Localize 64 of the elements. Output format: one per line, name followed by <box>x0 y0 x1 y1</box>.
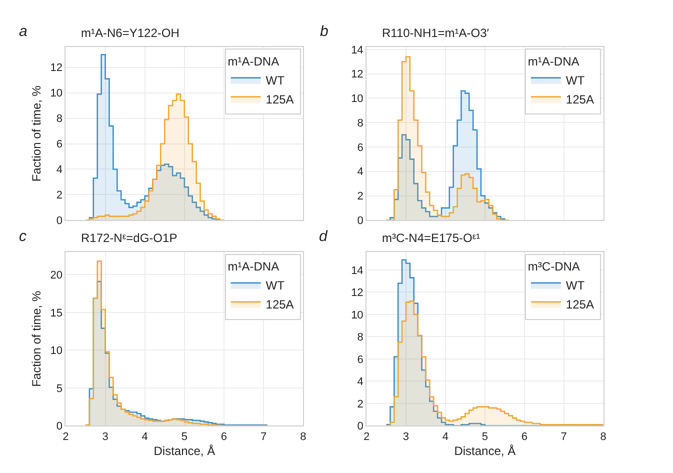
y-tick-label: 15 <box>50 307 62 320</box>
text: b <box>320 23 328 40</box>
x-tick-label: 8 <box>600 430 606 443</box>
text: c <box>19 228 27 245</box>
legend-label: WT <box>266 278 286 293</box>
y-tick-label: 6 <box>357 142 364 154</box>
y-tick-label: 8 <box>357 117 364 130</box>
y-tick-label: 12 <box>351 287 364 300</box>
x-tick-label: 7 <box>560 430 567 443</box>
legend-label: 125A <box>266 298 294 312</box>
y-tick-label: 10 <box>351 93 364 106</box>
x-tick-label: 8 <box>300 430 306 443</box>
y-tick-label: 0 <box>56 214 62 227</box>
y-axis-title: Faction of time, % <box>30 290 44 387</box>
chart-title: m¹A-N6=Y122-OH <box>81 26 180 40</box>
x-tick-label: 4 <box>142 430 148 443</box>
x-tick-label: 7 <box>260 430 267 443</box>
legend-title: m¹A-DNA <box>528 54 580 68</box>
y-tick-label: 4 <box>357 166 364 178</box>
y-tick-label: 4 <box>357 376 364 388</box>
text: a <box>19 23 28 40</box>
x-tick-label: 3 <box>402 430 410 443</box>
y-tick-label: 0 <box>357 420 364 433</box>
legend-label: 125A <box>566 298 594 312</box>
y-tick-label: 4 <box>56 164 62 176</box>
x-tick-label: 4 <box>442 430 449 443</box>
legend-label: 125A <box>566 92 594 106</box>
x-tick-label: 5 <box>181 430 188 443</box>
y-tick-label: 10 <box>351 309 364 322</box>
chart-title: R110-NH1=m¹A-O3′ <box>382 26 490 40</box>
y-tick-label: 8 <box>357 332 364 344</box>
legend-title: m¹A-DNA <box>228 259 280 274</box>
chart-title: R172-Nᵋ=dG-O1P <box>81 231 178 245</box>
y-tick-label: 20 <box>50 270 62 282</box>
y-axis-title: Faction of time, % <box>30 85 44 182</box>
legend-label: WT <box>566 278 586 293</box>
y-tick-label: 12 <box>50 62 62 74</box>
x-tick-label: 5 <box>482 430 488 443</box>
y-tick-label: 0 <box>357 214 364 227</box>
y-tick-label: 0 <box>56 420 62 433</box>
x-tick-label: 6 <box>521 430 528 443</box>
y-tick-label: 8 <box>56 113 62 126</box>
y-tick-label: 5 <box>56 382 62 395</box>
y-tick-label: 2 <box>357 190 364 203</box>
y-tick-label: 12 <box>351 68 364 81</box>
legend-title: m³C-DNA <box>528 259 580 274</box>
legend-label: WT <box>266 73 286 88</box>
legend-label: WT <box>566 73 586 88</box>
x-tick-label: 3 <box>102 430 108 443</box>
y-tick-label: 10 <box>50 345 62 358</box>
text: d <box>319 228 328 245</box>
legend-title: m¹A-DNA <box>228 54 280 68</box>
x-axis-title: Distance, Å <box>154 444 216 458</box>
y-tick-label: 6 <box>357 354 364 366</box>
y-tick-label: 2 <box>357 398 364 410</box>
x-tick-label: 6 <box>220 430 228 443</box>
y-tick-label: 14 <box>351 264 364 277</box>
x-axis-title: Distance, Å <box>454 444 516 458</box>
y-tick-label: 14 <box>351 44 364 56</box>
y-tick-label: 6 <box>56 138 62 151</box>
y-tick-label: 2 <box>56 190 62 202</box>
y-tick-label: 10 <box>50 88 62 100</box>
legend-label: 125A <box>266 92 294 106</box>
chart-title: m³C-N4=E175-Oᵋ¹ <box>382 231 480 245</box>
